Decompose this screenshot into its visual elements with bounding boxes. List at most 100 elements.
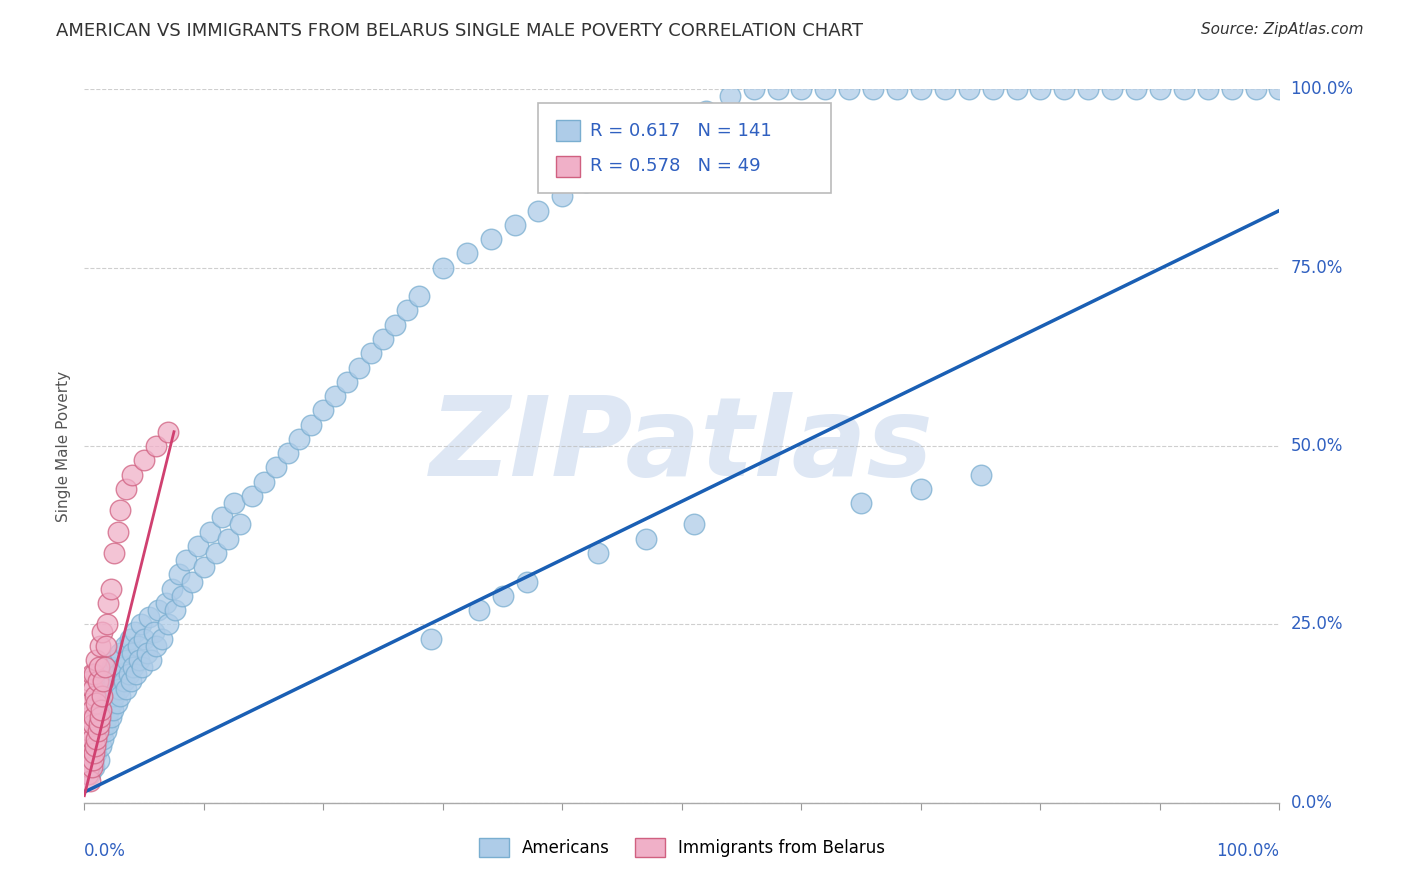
Text: AMERICAN VS IMMIGRANTS FROM BELARUS SINGLE MALE POVERTY CORRELATION CHART: AMERICAN VS IMMIGRANTS FROM BELARUS SING… [56, 22, 863, 40]
Point [122, 660, 145, 674]
Point [910, 82, 932, 96]
Point [84, 739, 107, 753]
Point [312, 403, 335, 417]
Point [86, 746, 108, 760]
Point [981, 82, 1004, 96]
Point [766, 82, 789, 96]
Point [138, 610, 160, 624]
Point [1220, 82, 1243, 96]
Point [121, 467, 143, 482]
Point [114, 639, 136, 653]
Point [135, 646, 157, 660]
Point [132, 453, 156, 467]
Point [90, 703, 112, 717]
Point [86, 731, 108, 746]
Point [77, 739, 100, 753]
Point [79, 674, 101, 689]
Point [84, 689, 107, 703]
Point [86, 731, 108, 746]
Point [93, 674, 115, 689]
Text: 25.0%: 25.0% [1291, 615, 1343, 633]
Point [82, 681, 104, 696]
Point [264, 460, 287, 475]
Point [94, 639, 117, 653]
Text: Source: ZipAtlas.com: Source: ZipAtlas.com [1201, 22, 1364, 37]
Point [599, 161, 621, 175]
Point [93, 681, 115, 696]
Point [107, 524, 129, 539]
Point [87, 660, 110, 674]
Point [683, 517, 706, 532]
Point [1173, 82, 1195, 96]
Point [145, 639, 167, 653]
Point [82, 753, 104, 767]
Point [107, 667, 129, 681]
Point [588, 546, 610, 560]
Point [396, 303, 419, 318]
Point [240, 489, 263, 503]
Text: 0.0%: 0.0% [84, 842, 127, 860]
Point [1268, 82, 1291, 96]
Point [76, 753, 98, 767]
Point [148, 603, 170, 617]
Point [479, 232, 502, 246]
Point [957, 82, 980, 96]
Point [87, 753, 110, 767]
Text: 0.0%: 0.0% [1291, 794, 1333, 812]
Point [87, 717, 110, 731]
Point [1053, 82, 1076, 96]
Point [80, 760, 103, 774]
Point [420, 632, 443, 646]
Point [103, 674, 125, 689]
Point [1029, 82, 1052, 96]
Point [104, 653, 127, 667]
Point [193, 560, 215, 574]
Point [222, 496, 245, 510]
Point [142, 624, 165, 639]
Point [101, 660, 124, 674]
Point [83, 746, 105, 760]
Point [96, 617, 118, 632]
Point [742, 82, 765, 96]
Point [132, 632, 156, 646]
Point [167, 567, 190, 582]
FancyBboxPatch shape [538, 103, 831, 193]
Point [128, 653, 150, 667]
Point [131, 660, 153, 674]
Point [80, 703, 103, 717]
Point [468, 603, 491, 617]
Text: 50.0%: 50.0% [1291, 437, 1343, 455]
Point [336, 375, 359, 389]
Point [91, 689, 114, 703]
Point [1101, 82, 1123, 96]
Point [155, 596, 177, 610]
Point [647, 132, 669, 146]
Point [695, 103, 717, 118]
Point [91, 724, 114, 739]
Point [125, 667, 148, 681]
Point [636, 532, 658, 546]
Point [253, 475, 276, 489]
Point [862, 82, 884, 96]
Point [145, 439, 167, 453]
Point [84, 739, 107, 753]
Point [349, 360, 371, 375]
Point [157, 425, 180, 439]
Point [277, 446, 299, 460]
Text: ZIPatlas: ZIPatlas [430, 392, 934, 500]
Text: 100.0%: 100.0% [1291, 80, 1354, 98]
Point [93, 710, 115, 724]
Point [886, 82, 908, 96]
Point [77, 767, 100, 781]
Point [527, 203, 550, 218]
Point [82, 717, 104, 731]
Point [79, 767, 101, 781]
FancyBboxPatch shape [557, 120, 581, 141]
Y-axis label: Single Male Poverty: Single Male Poverty [56, 370, 72, 522]
Point [90, 703, 112, 717]
Point [86, 724, 108, 739]
Point [790, 82, 813, 96]
Point [96, 674, 118, 689]
Point [105, 696, 128, 710]
Point [1005, 82, 1028, 96]
